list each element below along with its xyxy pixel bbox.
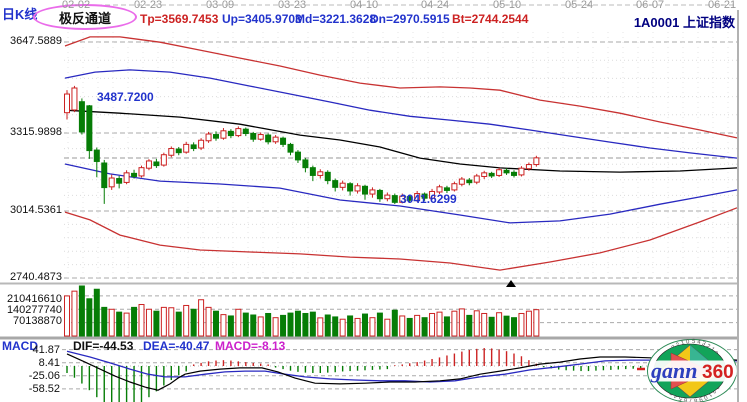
volume-bars <box>64 285 540 337</box>
panel-frame <box>0 10 739 402</box>
channel-name-ellipse: 极反通道 <box>33 4 137 30</box>
macd-value: MACD=-8.13 <box>215 339 286 353</box>
dn-value: Dn=2970.5915 <box>370 12 450 26</box>
macd-histogram <box>66 348 701 402</box>
price-axis-label: 3647.5889 <box>10 35 62 47</box>
date-label: 02-02 <box>62 0 91 11</box>
date-label: 05-10 <box>493 0 522 11</box>
price-axis-label: 3315.9898 <box>10 126 62 138</box>
logo-360-text: 360 <box>702 362 734 383</box>
date-label: 03-23 <box>278 0 307 11</box>
price-axis-label: 3014.5361 <box>10 204 62 216</box>
logo-gann-text: gann <box>650 358 697 383</box>
channel-name-label: 极反通道 <box>58 10 111 26</box>
price-grid <box>64 4 737 282</box>
macd-axis-label: 41.87 <box>32 344 60 356</box>
channel-line-dn <box>64 163 738 224</box>
signal-triangle-marker <box>506 280 516 287</box>
date-label: 06-21 <box>708 0 737 11</box>
md-value: Md=3221.3628 <box>295 12 377 26</box>
date-label: 04-24 <box>421 0 450 11</box>
gann360-logo: 54321098765432109876543210987654321098 g… <box>645 336 737 402</box>
symbol-code: 1A0001 <box>633 15 680 30</box>
high-price-annotation: 3487.7200 <box>97 90 154 104</box>
date-label: 04-10 <box>350 0 379 11</box>
symbol-title: 1A0001 上证指数 <box>634 12 735 31</box>
channel-line-up <box>64 69 738 159</box>
up-value: Up=3405.9703 <box>222 12 302 26</box>
dif-value: DIF=-44.53 <box>73 339 134 353</box>
macd-dif-line <box>66 353 738 391</box>
macd-axis-label: -58.52 <box>28 383 60 395</box>
macd-axis-label: 8.41 <box>38 357 60 369</box>
symbol-name: 上证指数 <box>682 15 735 30</box>
period-label: 日K线 <box>2 7 38 22</box>
tp-value: Tp=3569.7453 <box>140 12 219 26</box>
macd-dea-line <box>66 350 738 383</box>
macd-axis-label: -25.06 <box>28 370 60 382</box>
volume-axis-label: 70138870 <box>13 315 62 327</box>
channel-line-tp <box>64 36 738 139</box>
logo-band <box>649 360 737 382</box>
bt-value: Bt=2744.2544 <box>452 12 529 26</box>
channel-line-md <box>64 109 738 173</box>
low-price-annotation: 3041.6299 <box>400 192 457 206</box>
dea-value: DEA=-40.47 <box>143 339 210 353</box>
date-label: 03-09 <box>206 0 235 11</box>
date-label: 06-07 <box>636 0 665 11</box>
macd-grid <box>62 349 737 390</box>
channel-line-bt <box>64 207 738 271</box>
volume-axis-label: 210416610 <box>6 293 62 305</box>
date-label: 05-24 <box>565 0 594 11</box>
price-axis-label: 2740.4873 <box>10 271 62 283</box>
macd-panel-title: MACD <box>2 339 38 353</box>
volume-axis-label: 140277740 <box>6 304 62 316</box>
date-label: 02-23 <box>134 0 163 11</box>
candles <box>64 85 540 204</box>
